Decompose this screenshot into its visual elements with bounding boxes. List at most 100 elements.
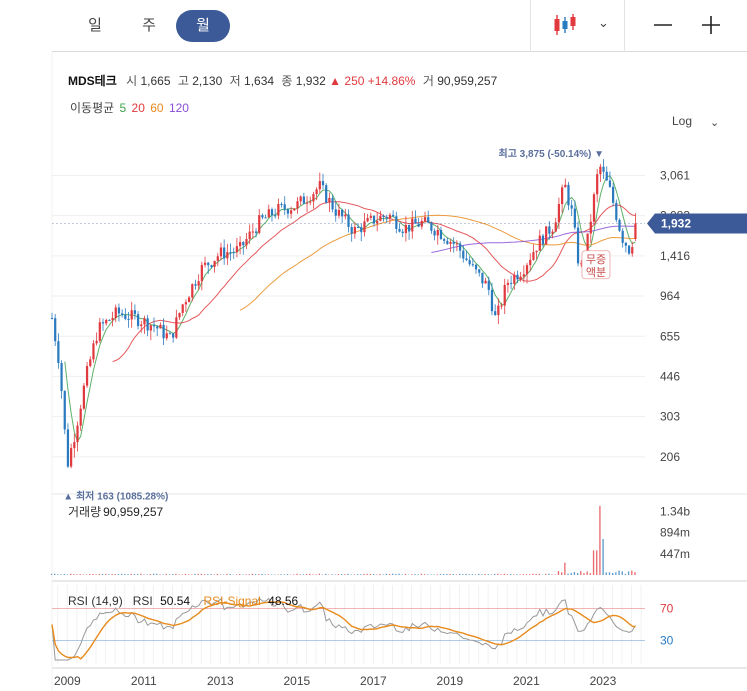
candle-body [369,215,372,218]
candle-body [417,223,420,227]
scale-toggle[interactable]: Log [672,114,693,128]
candle-body [494,311,497,316]
candle [366,213,369,223]
plus-icon[interactable] [698,12,724,38]
moving-average-lines [64,175,636,443]
candle [219,242,223,261]
volume-bar [465,573,467,575]
volume-bar [369,573,372,575]
volume-bar [602,539,604,575]
candle-body [449,241,452,244]
candle [560,184,564,213]
candle [554,217,557,232]
candle-body [433,230,436,236]
candle [258,209,261,235]
candle [490,282,494,316]
volume-bar [63,574,65,575]
volume-bar [474,574,477,575]
candle-body [251,231,254,233]
ma-5-line [64,175,636,443]
candle [60,360,63,399]
candle [216,252,219,267]
candle [280,202,283,208]
candle [296,197,299,214]
candle-body [478,269,481,273]
volume-bar [283,574,285,575]
volume-bar [325,573,327,575]
chevron-down-icon[interactable]: ⌄ [710,117,720,129]
volume-bar [73,574,75,575]
minus-icon[interactable] [650,12,676,38]
volume-bar [471,574,474,575]
candle [541,233,545,248]
candle [133,304,137,320]
candle [596,169,599,203]
ma-period-5: 5 [119,101,127,115]
candle [95,332,98,346]
rsi-level-label: 70 [660,602,674,616]
candlestick-icon[interactable] [552,12,578,38]
candle [210,264,213,269]
candle [535,250,538,260]
x-tick-label: 2015 [284,674,311,688]
candle [372,215,376,227]
candle [117,303,121,322]
candle-body [50,318,54,320]
candle [143,315,146,334]
candle [213,260,216,273]
volume-bar [580,571,582,575]
volume-bar [105,573,107,575]
tab-week[interactable]: 주 [142,17,156,34]
moving-average-legend[interactable]: 이동평균 5 20 60 120 [68,99,189,116]
candle [105,318,108,326]
candle [580,260,583,268]
candle [341,208,344,224]
candle-body [337,209,341,216]
tab-day[interactable]: 일 [88,17,102,34]
candle-body [624,242,627,246]
candle-body [60,363,63,391]
volume-bar [452,573,454,575]
candle [458,241,462,259]
volume-bar [439,574,442,575]
chevron-down-icon[interactable]: ⌄ [598,15,609,30]
close-label: 종 [281,74,293,88]
candle-body [618,219,621,231]
candle [203,256,207,268]
volume-bar [618,570,620,575]
volume-bar [184,573,187,575]
candle-body [564,184,567,188]
candle-body [76,425,79,443]
candle-body [325,185,328,203]
candle-body [554,222,557,232]
candle [599,163,602,183]
candle [305,195,309,212]
volume-bar [133,573,136,575]
candle [420,217,423,230]
tab-month[interactable]: 월 [176,10,230,42]
candle-body [318,181,321,190]
candle [187,295,191,303]
candle [140,320,143,333]
candle-body [216,256,219,261]
volume-bar [197,573,199,575]
volume-bar [331,574,333,575]
current-price-tag [647,213,747,234]
candle-body [162,324,165,339]
up-triangle-icon: ▲ [329,74,342,88]
candle-body [589,221,592,234]
candle-body [567,184,570,206]
candle [136,311,140,330]
candle-body [245,239,248,246]
candle-body [484,280,487,284]
candle [602,159,605,180]
candle-body [423,217,427,221]
all-time-low-label: ▲ 최저 163 (1085.28%) [63,489,168,502]
candle-body [213,260,216,267]
candle-body [535,250,538,253]
candle [98,317,101,344]
ma-120-line [431,225,636,253]
candle [484,277,487,284]
candle-body [541,235,545,245]
volume-panel-title: 거래량 [68,505,102,519]
